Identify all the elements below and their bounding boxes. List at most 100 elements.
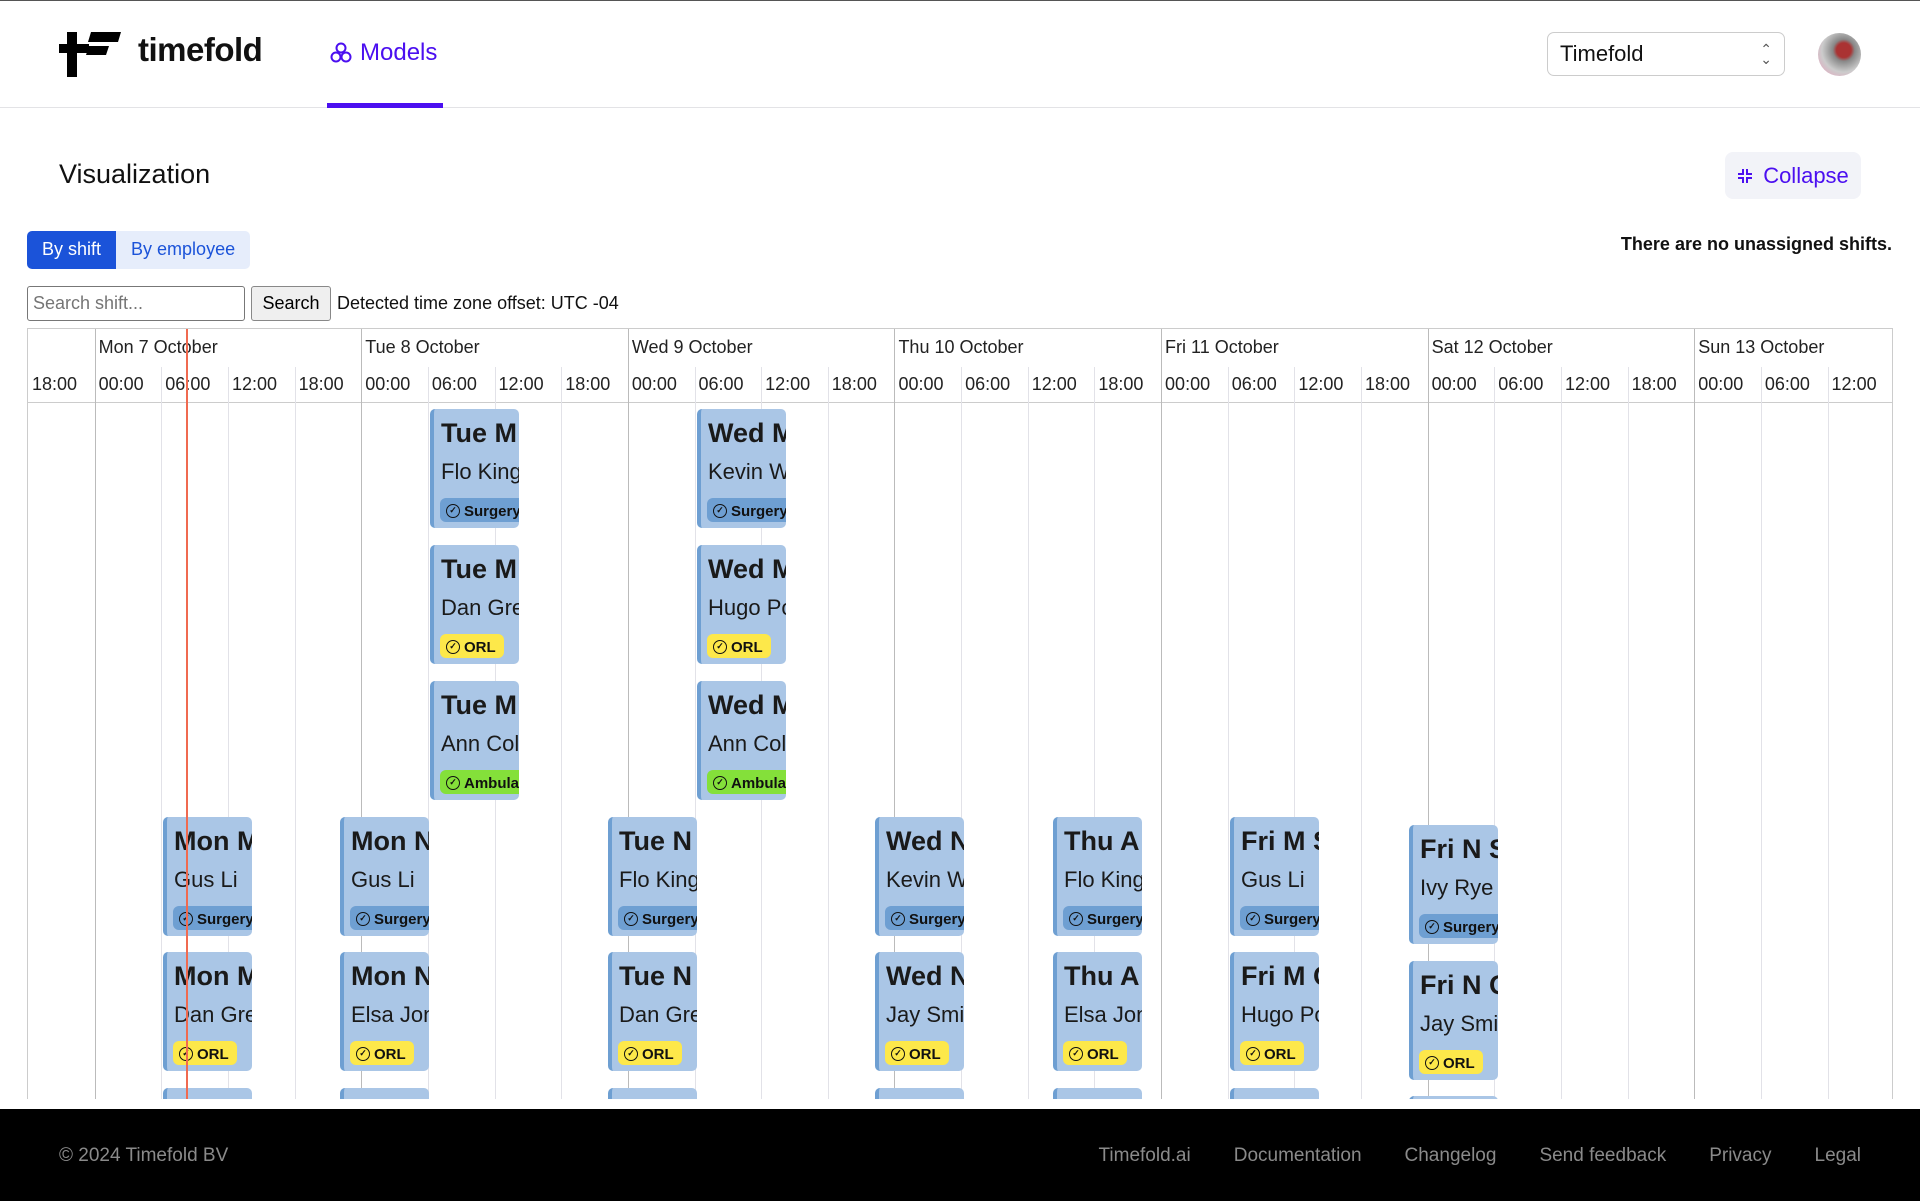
skill-label: Surgery	[642, 910, 697, 928]
skill-badge: ✓ ORL	[707, 634, 771, 658]
day-label: Thu 10 October	[898, 337, 1024, 357]
skill-badge: ✓ Surgery	[707, 498, 786, 522]
shift-timeline[interactable]: 18:00 00:00 06:00 12:00 18:00 00:00 06:00 12:00…	[27, 328, 1893, 1099]
time-divider	[1094, 367, 1096, 1099]
footer-link[interactable]: Send feedback	[1539, 1145, 1667, 1166]
shift-card[interactable]: Fri M O Hugo Po ✓ ORL	[1230, 952, 1319, 1071]
shift-card[interactable]	[163, 1088, 252, 1099]
time-divider	[961, 367, 963, 1099]
shift-card[interactable]: Fri N O Jay Smi ✓ ORL	[1409, 961, 1498, 1080]
day-divider	[361, 329, 363, 1099]
shift-card[interactable]	[1053, 1088, 1142, 1099]
shift-card[interactable]: Tue M Ann Col ✓ Ambula	[430, 681, 519, 800]
shift-card[interactable]: Mon N Gus Li ✓ Surgery	[340, 817, 429, 936]
skill-label: Surgery	[197, 910, 252, 928]
shift-card[interactable]	[1409, 1096, 1498, 1099]
shift-card[interactable]	[340, 1088, 429, 1099]
skill-label: ORL	[374, 1045, 406, 1063]
time-divider	[694, 367, 696, 1099]
shift-card[interactable]	[1230, 1088, 1319, 1099]
skill-label: ORL	[731, 638, 763, 656]
shift-title: Fri N O	[1420, 970, 1498, 1000]
shift-card[interactable]: Wed N Kevin W ✓ Surgery	[875, 817, 964, 936]
skill-badge: ✓ Surgery	[350, 906, 429, 930]
shift-card[interactable]: Wed N Jay Smi ✓ ORL	[875, 952, 964, 1071]
shift-card[interactable]	[875, 1088, 964, 1099]
shift-title: Thu A O	[1064, 961, 1142, 991]
shift-employee: Hugo Po	[1241, 1002, 1319, 1027]
shift-card[interactable]: Tue M Dan Gre ✓ ORL	[430, 545, 519, 664]
shift-card[interactable]: Fri M S Gus Li ✓ Surgery	[1230, 817, 1319, 936]
shift-card[interactable]: Tue N S Flo King ✓ Surgery	[608, 817, 697, 936]
shift-title: Wed M	[708, 690, 786, 720]
active-tab-indicator	[327, 103, 443, 108]
shift-card[interactable]: Thu A O Elsa Jon ✓ ORL	[1053, 952, 1142, 1071]
skill-label: ORL	[464, 638, 496, 656]
skill-badge: ✓ Surgery	[885, 906, 964, 930]
shift-employee: Jay Smi	[886, 1002, 964, 1027]
check-circle-icon: ✓	[713, 640, 727, 654]
tab-by-employee[interactable]: By employee	[116, 231, 251, 269]
shift-card[interactable]: Tue N O Dan Gre ✓ ORL	[608, 952, 697, 1071]
skill-label: ORL	[1264, 1045, 1296, 1063]
search-input[interactable]	[27, 286, 245, 321]
time-label: 12:00	[1031, 374, 1077, 394]
shift-card[interactable]: Thu A S Flo King ✓ Surgery	[1053, 817, 1142, 936]
shift-title: Wed N	[886, 961, 964, 991]
time-label: 18:00	[1631, 374, 1677, 394]
time-divider	[827, 367, 829, 1099]
footer-link[interactable]: Timefold.ai	[1098, 1145, 1191, 1166]
time-label: 00:00	[631, 374, 677, 394]
shift-title: Tue M	[441, 690, 517, 720]
shift-card[interactable]: Mon N Elsa Jon ✓ ORL	[340, 952, 429, 1071]
unassigned-message: There are no unassigned shifts.	[1620, 234, 1892, 254]
shift-card[interactable]	[608, 1088, 697, 1099]
skill-badge: ✓ ORL	[440, 634, 504, 658]
shift-employee: Ivy Rye	[1420, 875, 1494, 900]
shift-card[interactable]: Wed M Hugo Po ✓ ORL	[697, 545, 786, 664]
avatar[interactable]	[1818, 33, 1861, 76]
shift-employee: Hugo Po	[708, 595, 786, 620]
chevron-up-down-icon: ⌃ ⌄	[1760, 41, 1772, 67]
time-divider	[1560, 367, 1562, 1099]
footer-links: Timefold.ai Documentation Changelog Send fe…	[1099, 1145, 1862, 1167]
skill-label: ORL	[642, 1045, 674, 1063]
time-label: 18:00	[1365, 374, 1411, 394]
time-label: 12:00	[231, 374, 277, 394]
brand-name[interactable]: timefold	[138, 31, 263, 68]
shift-card[interactable]: Fri N S Ivy Rye ✓ Surgery	[1409, 825, 1498, 944]
day-label: Sat 12 October	[1431, 337, 1553, 357]
time-divider	[1760, 367, 1762, 1099]
day-label: Sun 13 October	[1698, 337, 1825, 357]
collapse-button[interactable]: Collapse	[1725, 152, 1861, 199]
shift-card[interactable]: Wed M Ann Col ✓ Ambula	[697, 681, 786, 800]
time-label: 12:00	[765, 374, 811, 394]
time-label: 12:00	[498, 374, 544, 394]
shift-title: Mon N	[351, 826, 429, 856]
check-circle-icon: ✓	[356, 1047, 370, 1061]
header-divider	[28, 402, 1892, 403]
footer-link[interactable]: Legal	[1814, 1145, 1862, 1166]
time-label: 18:00	[831, 374, 877, 394]
shift-title: Wed M	[708, 554, 786, 584]
skill-label: Surgery	[909, 910, 964, 928]
footer-link[interactable]: Documentation	[1233, 1145, 1362, 1166]
time-label: 06:00	[1764, 374, 1810, 394]
shift-card[interactable]: Wed M Kevin W ✓ Surgery	[697, 409, 786, 528]
check-circle-icon: ✓	[891, 1047, 905, 1061]
shift-employee: Ann Col	[441, 731, 519, 756]
footer-link[interactable]: Changelog	[1404, 1145, 1497, 1166]
tab-by-shift[interactable]: By shift	[27, 231, 117, 269]
time-label: 00:00	[1698, 374, 1744, 394]
search-button[interactable]: Search	[251, 286, 331, 321]
time-label: 18:00	[298, 374, 344, 394]
footer-link[interactable]: Privacy	[1709, 1145, 1772, 1166]
nav-models[interactable]: Models	[330, 39, 437, 67]
shift-card[interactable]: Tue M Flo King ✓ Surgery	[430, 409, 519, 528]
time-divider	[1227, 367, 1229, 1099]
tenant-select[interactable]: Timefold ⌃ ⌄	[1547, 32, 1785, 76]
check-circle-icon: ✓	[1425, 1056, 1439, 1070]
models-icon	[330, 42, 352, 63]
